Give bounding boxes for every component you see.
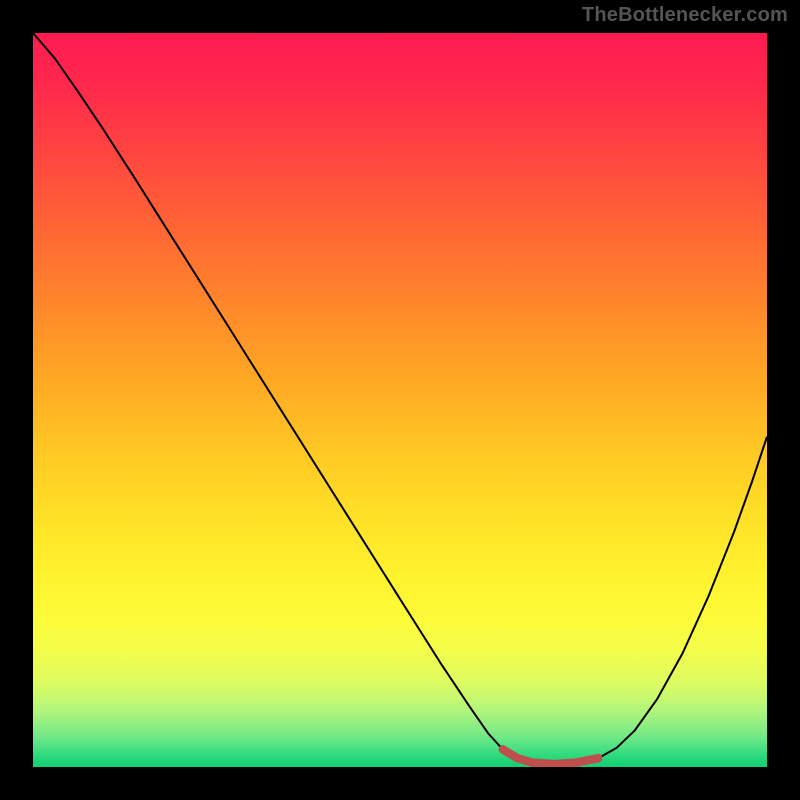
gradient-background [33,33,767,767]
watermark-text: TheBottlenecker.com [582,4,788,27]
bottleneck-chart [33,33,767,767]
